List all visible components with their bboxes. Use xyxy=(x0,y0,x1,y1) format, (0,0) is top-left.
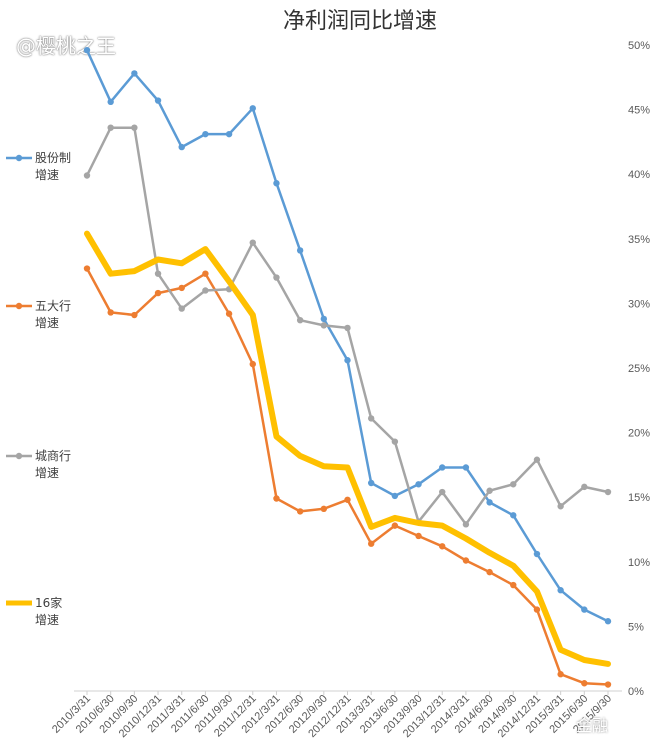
data-point xyxy=(367,415,375,422)
data-point xyxy=(154,270,162,277)
data-point xyxy=(202,287,209,294)
y-tick-label: 35% xyxy=(628,234,650,246)
y-tick-label: 50% xyxy=(628,40,650,52)
chart-title: 净利润同比增速 xyxy=(283,9,437,34)
data-point xyxy=(320,315,328,323)
data-point xyxy=(83,172,91,179)
data-point xyxy=(131,311,138,319)
data-point xyxy=(557,503,564,510)
data-point xyxy=(83,265,91,272)
data-point xyxy=(367,540,375,547)
data-point xyxy=(273,180,280,187)
legend-marker xyxy=(15,154,23,162)
y-tick-label: 5% xyxy=(628,621,644,633)
data-point xyxy=(202,130,209,138)
legend-marker xyxy=(15,302,23,310)
watermark-bottom: 金融 xyxy=(576,716,609,735)
data-point xyxy=(439,464,446,471)
data-point xyxy=(225,310,233,317)
data-point xyxy=(510,512,517,519)
data-point xyxy=(486,568,493,576)
data-point xyxy=(178,305,185,312)
data-point xyxy=(367,479,375,487)
data-point xyxy=(533,456,541,463)
data-point xyxy=(604,488,612,496)
legend-label: 增速 xyxy=(35,316,59,330)
data-point xyxy=(178,143,185,151)
data-point xyxy=(581,606,588,613)
data-point xyxy=(344,357,351,364)
data-point xyxy=(83,46,91,54)
data-point xyxy=(344,496,351,503)
y-tick-label: 25% xyxy=(628,363,650,375)
data-point xyxy=(439,488,446,496)
data-point xyxy=(225,130,233,138)
data-point xyxy=(107,124,114,131)
data-point xyxy=(462,464,470,471)
data-point xyxy=(557,671,564,678)
data-point xyxy=(486,499,493,506)
data-point xyxy=(604,681,612,688)
data-point xyxy=(510,581,517,589)
data-point xyxy=(154,97,162,104)
data-point xyxy=(581,483,588,491)
data-point xyxy=(154,289,162,297)
data-point xyxy=(296,508,304,515)
data-point xyxy=(344,324,351,332)
data-point xyxy=(107,98,114,106)
legend-label: 16家 xyxy=(35,595,62,610)
legend-label: 增速 xyxy=(35,466,59,480)
data-point xyxy=(391,522,399,529)
series-line-0 xyxy=(85,48,610,623)
data-point xyxy=(131,124,138,131)
data-point xyxy=(439,543,446,550)
data-point xyxy=(296,247,304,254)
y-tick-label: 45% xyxy=(628,105,650,117)
data-point xyxy=(178,284,185,292)
data-point xyxy=(320,322,328,329)
data-point xyxy=(249,239,256,246)
legend-label: 五大行 xyxy=(35,299,71,313)
series-line-3 xyxy=(84,230,611,667)
data-point xyxy=(462,557,470,564)
y-tick-label: 40% xyxy=(628,169,650,181)
data-point xyxy=(533,550,541,558)
y-tick-label: 10% xyxy=(628,557,650,569)
legend-label: 增速 xyxy=(35,613,59,627)
y-tick-label: 0% xyxy=(628,686,644,698)
data-point xyxy=(604,618,612,625)
data-point xyxy=(415,481,422,488)
y-tick-label: 20% xyxy=(628,428,650,440)
data-point xyxy=(391,492,399,500)
legend-marker xyxy=(15,452,23,460)
data-point xyxy=(249,105,256,112)
data-point xyxy=(131,70,138,77)
data-point xyxy=(320,505,328,513)
data-point xyxy=(107,309,114,316)
y-tick-label: 15% xyxy=(628,492,650,504)
watermark: @樱桃之王 xyxy=(16,34,116,58)
legend-label: 城商行 xyxy=(35,448,71,463)
y-tick-label: 30% xyxy=(628,298,650,310)
data-point xyxy=(296,316,304,324)
data-point xyxy=(202,270,209,277)
data-point xyxy=(510,481,517,488)
data-point xyxy=(557,587,564,594)
data-point xyxy=(249,360,256,368)
legend-label: 增速 xyxy=(35,168,59,182)
data-point xyxy=(273,274,280,281)
data-point xyxy=(486,487,493,494)
data-point xyxy=(462,521,470,528)
data-point xyxy=(415,532,422,540)
data-point xyxy=(533,606,541,613)
data-point xyxy=(581,680,588,687)
legend-label: 股份制 xyxy=(35,151,71,165)
data-point xyxy=(273,495,280,502)
data-point xyxy=(391,438,399,445)
